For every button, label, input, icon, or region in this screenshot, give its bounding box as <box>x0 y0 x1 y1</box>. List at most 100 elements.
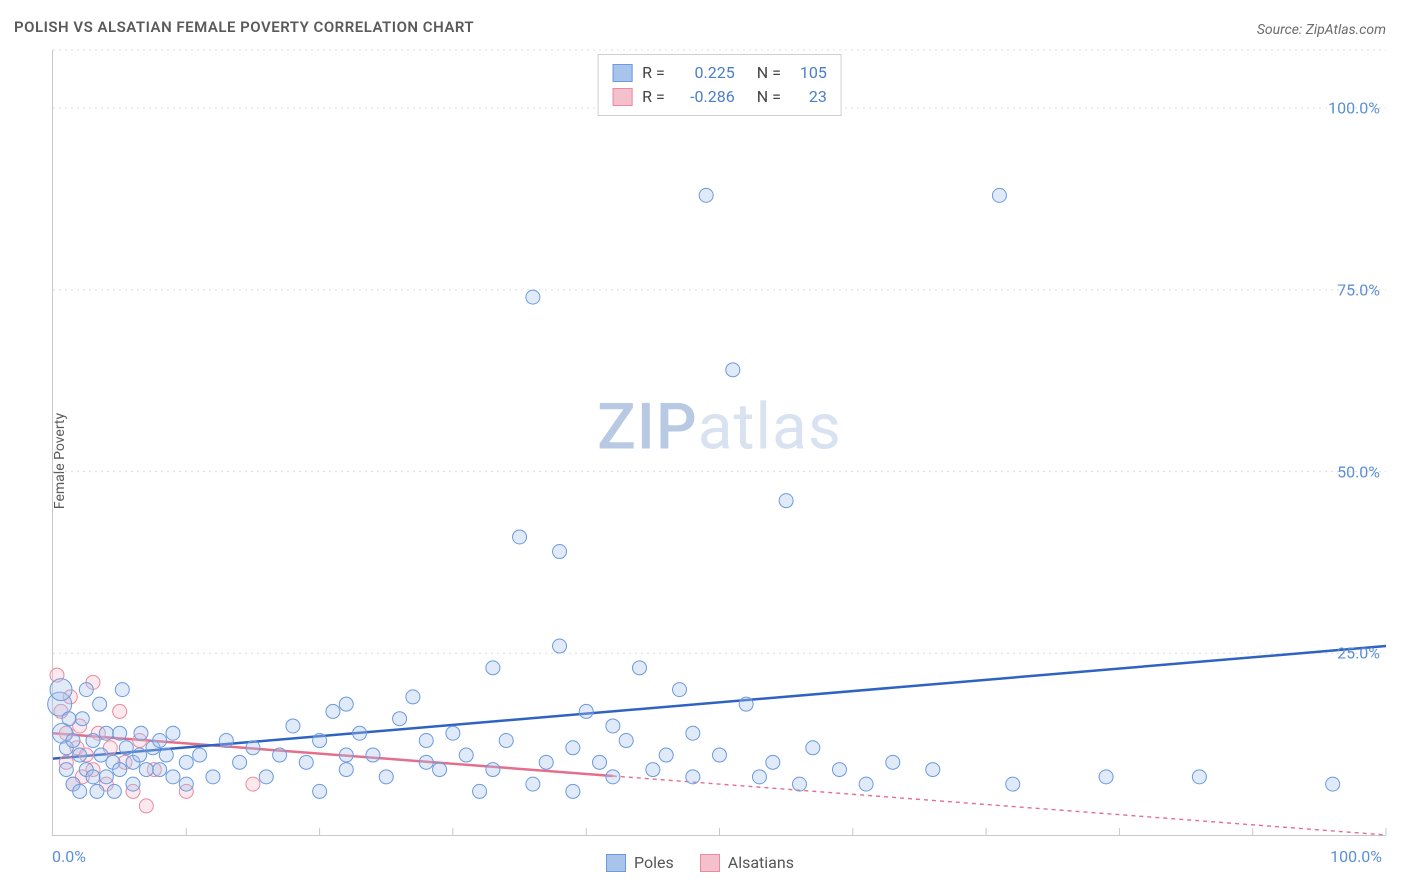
data-point <box>886 755 900 769</box>
stat-r-value: -0.286 <box>675 85 735 109</box>
stat-r-value: 0.225 <box>675 61 735 85</box>
data-point <box>566 784 580 798</box>
data-point <box>806 741 820 755</box>
data-point <box>313 784 327 798</box>
data-point <box>139 763 153 777</box>
legend-label: Alsatians <box>728 853 794 872</box>
data-point <box>107 784 121 798</box>
data-point <box>579 704 593 718</box>
legend-swatch <box>612 88 632 106</box>
data-point <box>93 697 107 711</box>
stats-row: R = -0.286 N = 23 <box>612 85 827 109</box>
data-point <box>246 777 260 791</box>
data-point <box>406 690 420 704</box>
data-point <box>606 770 620 784</box>
data-point <box>473 784 487 798</box>
x-tick-label: 100.0% <box>1330 847 1382 866</box>
data-point <box>606 719 620 733</box>
data-point <box>313 734 327 748</box>
data-point <box>433 763 447 777</box>
y-tick-label: 25.0% <box>1337 644 1380 663</box>
data-point <box>113 726 127 740</box>
data-point <box>339 697 353 711</box>
legend-swatch <box>612 64 632 82</box>
data-point <box>153 763 167 777</box>
data-point <box>779 494 793 508</box>
data-point <box>446 726 460 740</box>
data-point <box>486 661 500 675</box>
data-point <box>79 683 93 697</box>
data-point <box>419 734 433 748</box>
stat-r-label: R = <box>642 61 665 85</box>
data-point <box>219 734 233 748</box>
data-point <box>353 726 367 740</box>
data-point <box>73 784 87 798</box>
data-point <box>832 763 846 777</box>
data-point <box>86 770 100 784</box>
data-point <box>1326 777 1340 791</box>
legend-swatch <box>606 854 626 872</box>
data-point <box>619 734 633 748</box>
data-point <box>1192 770 1206 784</box>
data-point <box>299 755 313 769</box>
stat-n-label: N = <box>757 61 781 85</box>
data-point <box>115 683 129 697</box>
plot-svg <box>53 50 1386 835</box>
data-point <box>553 639 567 653</box>
data-point <box>686 726 700 740</box>
data-point <box>646 763 660 777</box>
data-point <box>133 748 147 762</box>
data-point <box>566 741 580 755</box>
data-point <box>134 726 148 740</box>
data-point <box>686 770 700 784</box>
data-point <box>419 755 433 769</box>
bottom-legend: Poles Alsatians <box>606 853 794 872</box>
data-point <box>713 748 727 762</box>
source-attribution: Source: ZipAtlas.com <box>1257 22 1386 38</box>
data-point <box>139 799 153 813</box>
data-point <box>379 770 393 784</box>
data-point <box>366 748 380 762</box>
data-point <box>259 770 273 784</box>
data-point <box>726 363 740 377</box>
stats-row: R =0.225N =105 <box>612 61 827 85</box>
x-tick-label: 0.0% <box>52 847 86 866</box>
data-point <box>526 777 540 791</box>
data-point <box>486 763 500 777</box>
legend-item: Poles <box>606 853 674 872</box>
data-point <box>339 763 353 777</box>
data-point <box>166 770 180 784</box>
data-point <box>673 683 687 697</box>
data-point <box>766 755 780 769</box>
data-point <box>526 290 540 304</box>
legend-swatch <box>700 854 720 872</box>
data-point <box>113 704 127 718</box>
y-tick-label: 50.0% <box>1337 462 1380 481</box>
chart-container: POLISH VS ALSATIAN FEMALE POVERTY CORREL… <box>0 0 1406 892</box>
data-point <box>153 734 167 748</box>
data-point <box>326 704 340 718</box>
data-point <box>1099 770 1113 784</box>
data-point <box>286 719 300 733</box>
data-point <box>699 188 713 202</box>
data-point <box>73 748 87 762</box>
stat-n-label: N = <box>757 85 781 109</box>
data-point <box>659 748 673 762</box>
plot-region: ZIPatlas R =0.225N =105R =-0.286N =23 25… <box>52 50 1386 836</box>
stat-n-value: 23 <box>791 85 827 109</box>
data-point <box>75 712 89 726</box>
stat-r-label: R = <box>642 85 665 109</box>
data-point <box>273 748 287 762</box>
data-point <box>126 777 140 791</box>
data-point <box>166 726 180 740</box>
legend-item: Alsatians <box>700 853 794 872</box>
data-point <box>59 763 73 777</box>
data-point <box>246 741 260 755</box>
data-point <box>859 777 873 791</box>
data-point <box>926 763 940 777</box>
data-point <box>593 755 607 769</box>
data-point <box>159 748 173 762</box>
data-point <box>513 530 527 544</box>
data-point <box>1006 777 1020 791</box>
data-point <box>499 734 513 748</box>
